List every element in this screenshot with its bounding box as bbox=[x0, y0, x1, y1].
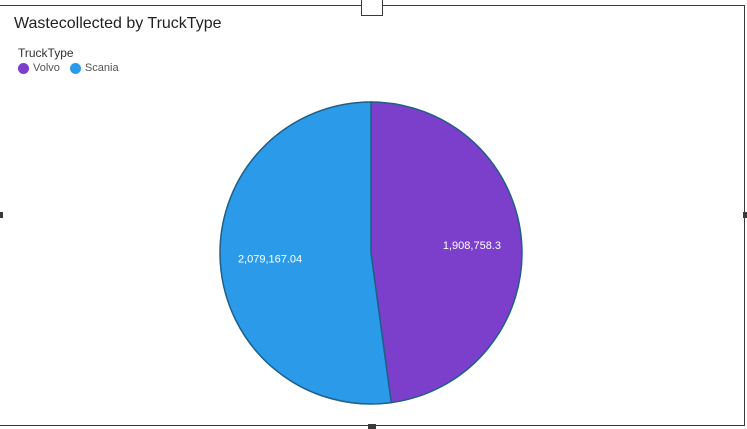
resize-handle-right[interactable] bbox=[743, 212, 747, 218]
pie-slice-scania[interactable] bbox=[219, 101, 393, 405]
chart-title: Wastecollected by TruckType bbox=[14, 15, 222, 32]
slice-label-scania: 2,079,167.04 bbox=[238, 254, 302, 266]
resize-handle-top[interactable] bbox=[361, 0, 383, 16]
resize-handle-bottom[interactable] bbox=[368, 424, 376, 429]
pie-slice-volvo[interactable] bbox=[370, 101, 523, 404]
legend-title: TruckType bbox=[18, 46, 74, 60]
slice-label-volvo: 1,908,758.3 bbox=[443, 240, 501, 252]
legend-label-volvo: Volvo bbox=[33, 62, 60, 74]
resize-handle-left[interactable] bbox=[0, 212, 3, 218]
legend-swatch-volvo bbox=[18, 62, 29, 74]
legend-item-scania[interactable]: Scania bbox=[69, 62, 119, 74]
legend-item-volvo[interactable]: Volvo bbox=[18, 62, 60, 74]
legend-label-scania: Scania bbox=[84, 62, 119, 74]
legend: Volvo Scania bbox=[18, 62, 119, 74]
legend-swatch-scania bbox=[69, 62, 81, 74]
